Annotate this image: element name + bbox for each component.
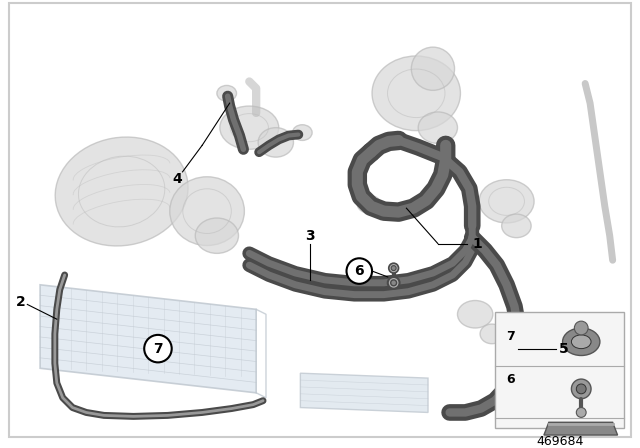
- Ellipse shape: [195, 218, 239, 254]
- Circle shape: [572, 379, 591, 399]
- Ellipse shape: [480, 324, 504, 344]
- Text: 6: 6: [355, 264, 364, 278]
- Ellipse shape: [479, 180, 534, 223]
- Ellipse shape: [217, 86, 237, 101]
- Circle shape: [574, 321, 588, 335]
- Circle shape: [576, 384, 586, 394]
- Ellipse shape: [357, 195, 381, 213]
- Circle shape: [576, 408, 586, 418]
- Text: 7: 7: [507, 330, 515, 343]
- Ellipse shape: [412, 47, 454, 90]
- Ellipse shape: [418, 112, 458, 143]
- Ellipse shape: [55, 137, 188, 246]
- Text: 2: 2: [15, 296, 26, 310]
- Circle shape: [390, 280, 397, 286]
- Ellipse shape: [563, 328, 600, 356]
- Polygon shape: [544, 422, 618, 435]
- Polygon shape: [40, 285, 256, 393]
- Circle shape: [144, 335, 172, 362]
- Ellipse shape: [372, 56, 460, 131]
- Text: 1: 1: [472, 237, 482, 250]
- Ellipse shape: [220, 106, 279, 149]
- Ellipse shape: [572, 335, 591, 349]
- Text: 7: 7: [153, 342, 163, 356]
- Circle shape: [388, 263, 399, 273]
- Text: 5: 5: [559, 342, 568, 356]
- Circle shape: [388, 277, 399, 289]
- Text: 469684: 469684: [536, 435, 583, 448]
- Text: 6: 6: [507, 373, 515, 386]
- Ellipse shape: [258, 128, 294, 157]
- Ellipse shape: [458, 301, 493, 328]
- Circle shape: [346, 258, 372, 284]
- Circle shape: [391, 266, 396, 271]
- FancyBboxPatch shape: [495, 312, 625, 428]
- Ellipse shape: [170, 177, 244, 246]
- Ellipse shape: [292, 125, 312, 140]
- Ellipse shape: [502, 214, 531, 237]
- Polygon shape: [300, 373, 428, 413]
- Text: 3: 3: [305, 228, 315, 243]
- Text: 4: 4: [173, 172, 182, 186]
